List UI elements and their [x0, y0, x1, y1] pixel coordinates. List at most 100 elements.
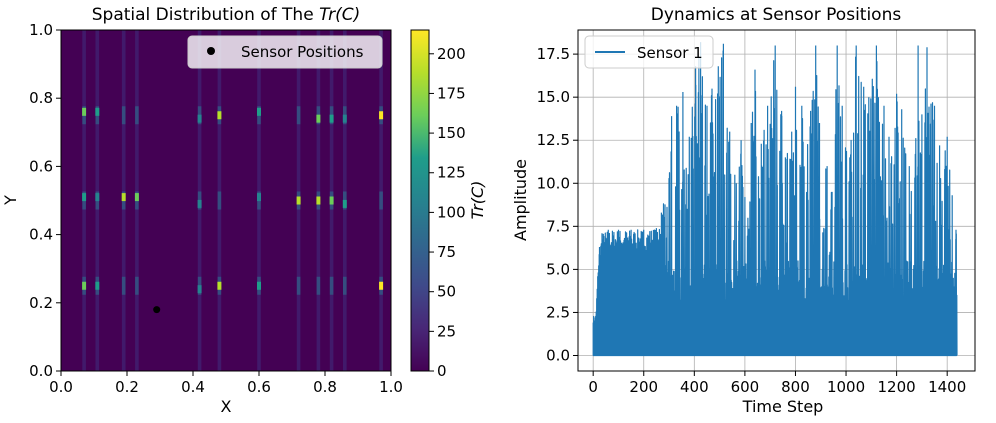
- heatmap-x-tick-label: 0.2: [115, 378, 139, 396]
- line-y-tick-label: 2.5: [546, 303, 570, 321]
- heatmap-hotspot: [95, 193, 100, 202]
- heatmap-ticks: 0.0 0.2 0.4 0.6 0.8 1.0 0.0 0.2 0.4 0.6 0.8 1.0: [29, 21, 403, 396]
- heatmap-title-math: Tr(C): [319, 5, 360, 25]
- heatmap-y-tick-label: 0.4: [29, 226, 53, 244]
- heatmap-hotspot: [257, 107, 261, 116]
- line-x-tick-label: 600: [731, 378, 760, 396]
- heatmap-glow: [379, 191, 383, 210]
- line-y-tick-label: 0.0: [546, 347, 570, 365]
- heatmap-glow: [329, 276, 334, 295]
- heatmap-glow: [135, 106, 139, 125]
- line-y-tick-label: 15.0: [537, 88, 570, 106]
- heatmap-glow: [296, 276, 301, 295]
- line-y-tick-label: 5.0: [546, 260, 570, 278]
- heatmap-hotspot: [379, 281, 384, 290]
- heatmap-x-tick-label: 0.0: [49, 378, 73, 396]
- heatmap-hotspot: [217, 111, 222, 120]
- line-frame: [577, 29, 976, 372]
- heatmap-glow: [296, 106, 301, 125]
- heatmap-x-tick-label: 0.6: [247, 378, 271, 396]
- heatmap-legend-marker: [207, 47, 215, 55]
- heatmap-title-main: Spatial Distribution of The: [92, 5, 319, 25]
- colorbar: [410, 29, 430, 372]
- line-x-tick-label: 1200: [878, 378, 916, 396]
- colorbar-tick-label: 150: [437, 124, 466, 142]
- heatmap-x-label: X: [221, 397, 232, 416]
- heatmap-glow: [121, 276, 126, 295]
- line-chart: Dynamics at Sensor Positions 0 200 400 600 8…: [511, 5, 976, 416]
- heatmap-hotspot: [379, 111, 384, 120]
- heatmap-hotspot: [197, 114, 202, 123]
- colorbar-tick-label: 125: [437, 164, 466, 182]
- heatmap-chart: Spatial Distribution of The Tr(C) 0.0 0.2…: [1, 5, 487, 416]
- line-y-tick-label: 10.0: [537, 174, 570, 192]
- heatmap-frame: [60, 29, 392, 372]
- heatmap-hotspot: [316, 196, 321, 205]
- line-x-tick-label: 200: [629, 378, 658, 396]
- colorbar-tick-label: 75: [437, 243, 456, 261]
- heatmap-hotspot: [197, 199, 202, 208]
- heatmap-glow: [135, 276, 139, 295]
- heatmap-hotspot: [257, 193, 261, 202]
- heatmap-hotspot: [342, 199, 347, 208]
- colorbar-tick-label: 50: [437, 283, 456, 301]
- heatmap-hotspot: [134, 193, 139, 202]
- heatmap-hotspot: [316, 114, 321, 123]
- line-legend: Sensor 1: [584, 35, 714, 69]
- colorbar-tick-label: 100: [437, 203, 466, 221]
- heatmap-background: [61, 30, 391, 371]
- heatmap-y-tick-label: 0.8: [29, 89, 53, 107]
- heatmap-hotspot: [296, 196, 301, 205]
- heatmap-y-tick-label: 0.0: [29, 362, 53, 380]
- line-legend-label: Sensor 1: [637, 44, 703, 62]
- heatmap-legend: Sensor Positions: [187, 35, 383, 69]
- colorbar-label: Tr(C): [468, 181, 487, 220]
- heatmap-glow: [121, 106, 126, 125]
- line-x-tick-label: 400: [680, 378, 709, 396]
- heatmap-hotspot: [82, 281, 87, 290]
- heatmap-glow: [217, 191, 222, 210]
- line-x-label: Time Step: [742, 397, 824, 416]
- heatmap-hotspot: [95, 281, 100, 290]
- heatmap-x-tick-label: 0.8: [313, 378, 337, 396]
- colorbar-tick-label: 25: [437, 322, 456, 340]
- line-y-label: Amplitude: [511, 159, 530, 241]
- heatmap-y-tick-label: 0.6: [29, 157, 53, 175]
- heatmap-x-tick-label: 1.0: [379, 378, 403, 396]
- heatmap-legend-box: [187, 35, 383, 69]
- line-y-tick-label: 7.5: [546, 217, 570, 235]
- heatmap-hotspot: [197, 285, 202, 294]
- colorbar-tick-label: 200: [437, 45, 466, 63]
- heatmap-hotspot: [121, 193, 126, 202]
- line-x-tick-label: 0: [588, 378, 598, 396]
- heatmap-y-tick-label: 0.2: [29, 294, 53, 312]
- line-legend-box: [584, 35, 714, 69]
- heatmap-hotspot: [217, 281, 222, 290]
- heatmap-hotspot: [82, 193, 87, 202]
- colorbar-ticks: 0 25 50 75 100 125 150 175 200: [429, 45, 466, 380]
- heatmap-hotspot: [329, 196, 334, 205]
- line-title: Dynamics at Sensor Positions: [651, 5, 902, 25]
- colorbar-tick-label: 175: [437, 84, 466, 102]
- heatmap-hotspot: [342, 114, 347, 123]
- heatmap-y-tick-label: 1.0: [29, 21, 53, 39]
- heatmap-hotspot: [257, 281, 261, 290]
- line-x-tick-label: 800: [781, 378, 810, 396]
- heatmap-legend-label: Sensor Positions: [241, 43, 364, 61]
- line-ticks: 0 200 400 600 800 1000 1200 1400 0.0 2.5 5.0 7.5 10.…: [537, 45, 967, 396]
- heatmap-area: [61, 30, 391, 371]
- heatmap-hotspot: [82, 107, 87, 116]
- sensor-position-point: [153, 306, 161, 314]
- series-line-sensor-1: [592, 42, 958, 357]
- heatmap-title: Spatial Distribution of The Tr(C): [92, 5, 361, 25]
- heatmap-glow: [316, 276, 321, 295]
- line-x-tick-label: 1000: [827, 378, 865, 396]
- line-y-tick-label: 12.5: [537, 131, 570, 149]
- heatmap-glow: [343, 276, 347, 295]
- heatmap-hotspot: [329, 114, 334, 123]
- heatmap-x-tick-label: 0.4: [181, 378, 205, 396]
- colorbar-tick-label: 0: [437, 362, 447, 380]
- line-y-tick-label: 17.5: [537, 45, 570, 63]
- heatmap-hotspot: [95, 107, 100, 116]
